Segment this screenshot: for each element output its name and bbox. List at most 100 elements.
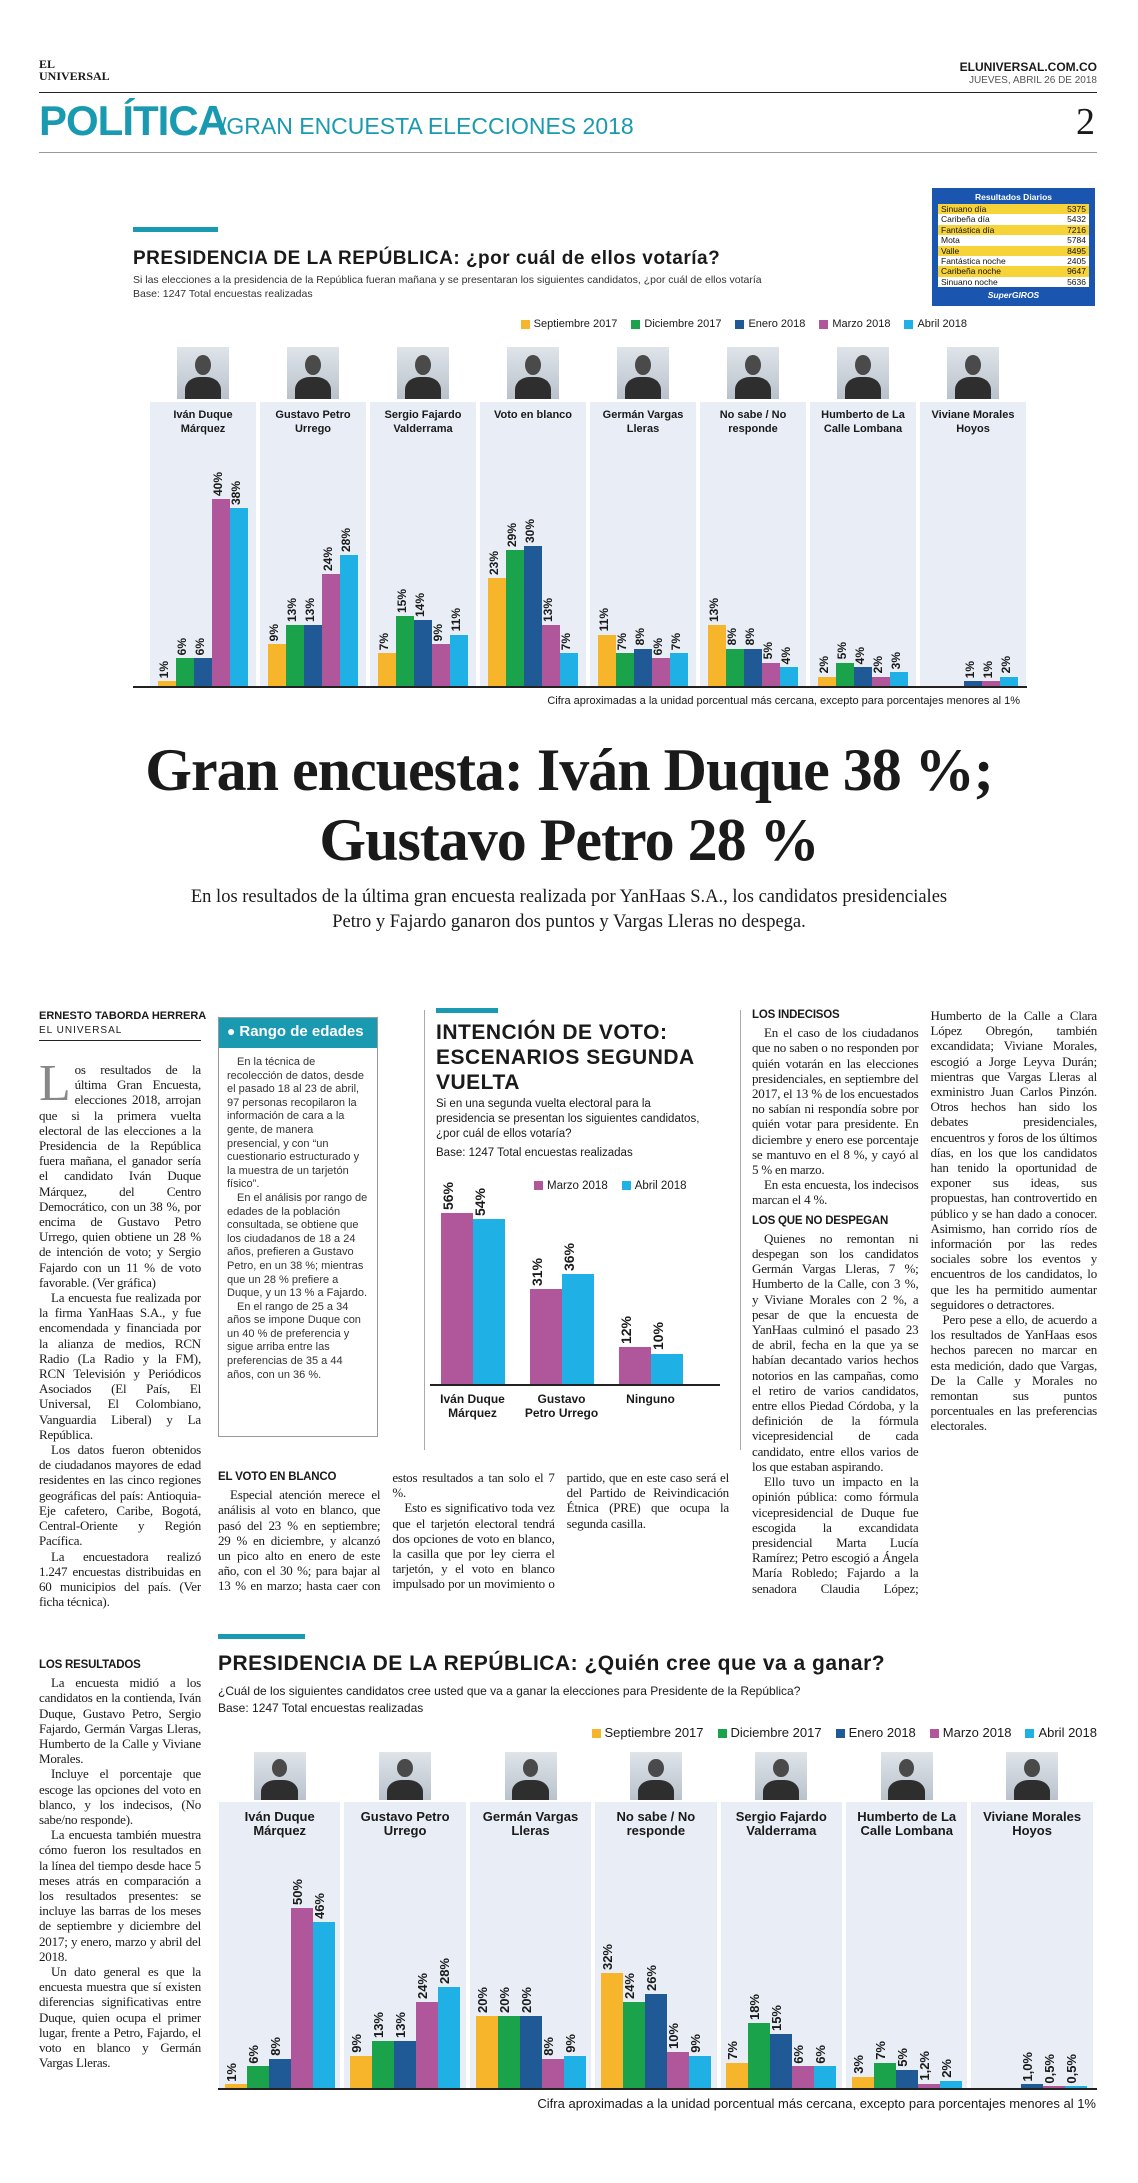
- photo-body: [1013, 1779, 1051, 1800]
- lottery-brand: SuperGIROS: [987, 290, 1040, 301]
- value-label: 9%: [687, 2033, 703, 2053]
- photo-head: [522, 1759, 539, 1778]
- photo-body: [637, 1779, 675, 1800]
- bar: [286, 625, 304, 686]
- bar: [600, 1972, 623, 2088]
- chart-subtitle: Si las elecciones a la presidencia de la…: [133, 274, 762, 286]
- bar: [497, 2016, 520, 2088]
- candidate-photo: [253, 1752, 306, 1800]
- legend: Marzo 2018 Abril 2018: [534, 1180, 724, 1192]
- value-label: 15%: [769, 2004, 785, 2031]
- bar: [268, 2059, 291, 2088]
- bar: [322, 573, 340, 686]
- candidate-photo: [1006, 1752, 1059, 1800]
- category-label: Iván Duque Márquez: [173, 409, 233, 435]
- value-label: 18%: [747, 1994, 763, 2021]
- legend-label: Marzo 2018: [547, 1180, 608, 1192]
- deck: En los resultados de la última gran encu…: [190, 887, 948, 932]
- value-label: 24%: [621, 1972, 637, 1999]
- value-label: 54%: [471, 1188, 488, 1217]
- lottery-name: Sinuano noche: [941, 276, 998, 287]
- candidate-photo: [504, 1752, 557, 1800]
- candidate-photo: [507, 347, 559, 399]
- bar: [780, 667, 798, 686]
- value-label: 1%: [963, 660, 977, 679]
- legend-item: Septiembre 2017: [591, 1725, 704, 1740]
- lottery-name: Caribeña noche: [941, 266, 1002, 277]
- site: ELUNIVERSAL.COM.CO: [959, 60, 1097, 74]
- bar: [506, 550, 524, 686]
- category-label: Iván Duque Márquez: [440, 1392, 505, 1420]
- paragraph: En la técnica de recolección de datos, d…: [227, 1056, 364, 1191]
- lottery-row: Sinuano día 5375: [938, 204, 1089, 215]
- value-label: 6%: [791, 2044, 807, 2064]
- chart-subtitle: ¿Cuál de los siguientes candidatos cree …: [218, 1684, 801, 1698]
- bar: [964, 681, 982, 686]
- outlet: EL UNIVERSAL: [39, 1025, 123, 1036]
- legend-swatch: [591, 1729, 601, 1739]
- candidate-photo: [947, 347, 999, 399]
- bar: [744, 648, 762, 686]
- bar: [726, 648, 744, 686]
- category-label: Humberto de La Calle Lombana: [821, 409, 905, 435]
- legend-label: Septiembre 2017: [533, 318, 618, 330]
- photo-head: [397, 1759, 413, 1778]
- value-label: 28%: [437, 1958, 453, 1985]
- value-label: 23%: [487, 551, 501, 576]
- article-blank-vote: EL VOTO EN BLANCO Especial atención merec…: [218, 1470, 729, 1602]
- chart-note: Cifra aproximadas a la unidad porcentual…: [547, 695, 1020, 707]
- section: POLÍTICA: [39, 97, 228, 144]
- photo-head: [965, 354, 981, 375]
- headline: Gran encuesta: Iván Duque 38 %; Gustavo …: [145, 737, 993, 873]
- separator: [424, 1010, 425, 1450]
- value-label: 8%: [725, 628, 739, 646]
- chart-title: INTENCIÓN DE VOTO: ESCENARIOS SEGUNDA VU…: [436, 1021, 694, 1094]
- value-label: 9%: [349, 2033, 365, 2053]
- lottery-row: Caribeña día 5432: [938, 214, 1089, 225]
- bar: [312, 1922, 335, 2088]
- value-label: 4%: [853, 646, 867, 665]
- paragraph: La encuesta también muestra cómo fueron …: [39, 1827, 201, 1964]
- value-label: 7%: [872, 2041, 888, 2060]
- lottery-name: Fantástica día: [941, 224, 995, 235]
- value-label: 11%: [449, 608, 463, 632]
- value-label: 10%: [665, 2022, 681, 2049]
- value-label: 15%: [395, 588, 409, 613]
- value-label: 4%: [779, 646, 793, 665]
- category-label: Humberto de La Calle Lombana: [857, 1809, 957, 1838]
- legend-swatch: [534, 1181, 543, 1191]
- value-label: 0,5%: [1042, 2053, 1058, 2084]
- photo-head: [415, 354, 431, 375]
- category-label: Gustavo Petro Urrego: [275, 409, 351, 435]
- value-label: 12%: [617, 1316, 634, 1345]
- photo-head: [773, 1759, 790, 1778]
- bar: [666, 2052, 689, 2088]
- candidate-photo: [755, 1752, 808, 1800]
- legend: Septiembre 2017 Diciembre 2017 Enero 2018 M…: [450, 318, 967, 330]
- category-label: Germán Vargas Lleras: [602, 409, 684, 435]
- legend-label: Marzo 2018: [832, 318, 891, 330]
- value-label: 13%: [541, 598, 555, 623]
- photo-head: [898, 1759, 915, 1778]
- photo-head: [1024, 1759, 1040, 1778]
- category-label: Voto en blanco: [493, 409, 573, 421]
- legend-swatch: [904, 319, 914, 329]
- bar: [158, 681, 176, 686]
- header-rule: [39, 92, 1097, 93]
- photo-body: [734, 377, 772, 399]
- bar: [372, 2041, 395, 2088]
- bar: [598, 634, 616, 686]
- paragraph: En esta encuesta, los indecisos marcan e…: [752, 1177, 919, 1208]
- legend: Septiembre 2017 Diciembre 2017 Enero 2018 M…: [500, 1725, 1097, 1740]
- lottery-row: Caribeña noche 9647: [938, 266, 1089, 277]
- legend-swatch: [1025, 1729, 1035, 1739]
- value-label: 8%: [267, 2037, 283, 2057]
- lottery-name: Caribeña día: [941, 214, 990, 225]
- subsection: /GRAN ENCUESTA ELECCIONES 2018: [220, 113, 634, 139]
- legend-item: Diciembre 2017: [717, 1725, 822, 1740]
- candidate-photo: [880, 1752, 933, 1800]
- bar: [268, 643, 286, 686]
- legend-item: Marzo 2018: [819, 318, 890, 330]
- lottery-row: Fantástica noche 2405: [938, 256, 1089, 267]
- lottery-rows: Sinuano día 5375 Caribeña día 5432 Fantástic…: [938, 204, 1089, 288]
